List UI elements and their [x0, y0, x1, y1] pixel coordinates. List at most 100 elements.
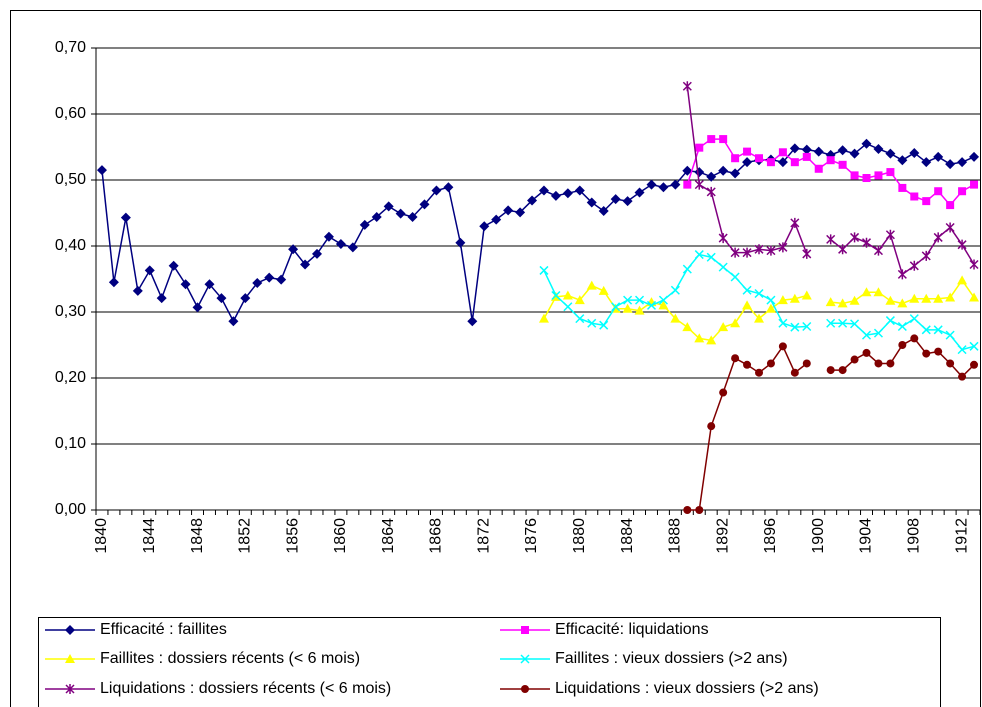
marker [789, 293, 800, 303]
marker [849, 148, 860, 159]
marker [731, 154, 740, 163]
x-tick-label: 1900 [810, 518, 827, 554]
x-tick-label: 1848 [189, 518, 206, 554]
x-tick-label: 1856 [284, 518, 301, 554]
legend-marker [520, 654, 530, 664]
marker [276, 274, 287, 285]
marker [694, 179, 704, 190]
marker [683, 180, 692, 189]
marker [861, 138, 872, 149]
marker [921, 250, 931, 261]
marker [921, 293, 932, 303]
marker [719, 135, 728, 144]
marker [766, 359, 775, 368]
marker [706, 252, 716, 262]
marker [156, 293, 167, 304]
marker [945, 222, 955, 233]
marker [743, 360, 752, 369]
marker [802, 248, 812, 259]
marker [766, 245, 776, 256]
marker [933, 325, 943, 335]
marker [873, 143, 884, 154]
marker [574, 295, 585, 305]
marker [646, 300, 657, 310]
marker [850, 171, 859, 180]
marker [885, 316, 895, 326]
legend-label: Faillites : vieux dossiers (>2 ans) [555, 650, 788, 667]
marker [96, 165, 107, 176]
marker [682, 264, 692, 274]
marker [946, 359, 955, 368]
marker [766, 295, 776, 305]
legend-marker [65, 684, 75, 694]
marker [695, 143, 704, 152]
series [538, 275, 980, 345]
marker [909, 293, 920, 303]
marker [168, 260, 179, 271]
marker [204, 279, 215, 290]
marker [874, 171, 883, 180]
marker [718, 233, 728, 244]
marker [862, 348, 871, 357]
marker [790, 217, 800, 228]
marker [790, 322, 800, 332]
marker [897, 321, 907, 332]
y-tick-label: 0,10 [55, 435, 86, 452]
series [683, 334, 979, 514]
marker [910, 192, 919, 201]
marker [538, 313, 549, 323]
marker [120, 212, 131, 223]
marker [108, 277, 119, 288]
marker [837, 298, 848, 308]
x-tick-label: 1864 [380, 518, 397, 554]
marker [731, 354, 740, 363]
marker [371, 211, 382, 222]
y-tick-label: 0,60 [55, 105, 86, 122]
marker [897, 155, 908, 166]
marker [658, 182, 669, 193]
marker [598, 206, 609, 217]
marker [407, 211, 418, 222]
marker [897, 269, 907, 280]
marker [838, 160, 847, 169]
y-tick-label: 0,00 [55, 501, 86, 518]
marker [706, 171, 717, 182]
x-tick-label: 1904 [858, 518, 875, 554]
marker [837, 145, 848, 156]
marker [730, 318, 741, 328]
marker [909, 314, 919, 324]
marker [706, 335, 717, 345]
marker [957, 239, 967, 250]
series [96, 138, 980, 327]
legend-label: Liquidations : vieux dossiers (>2 ans) [555, 680, 819, 697]
marker [694, 250, 704, 260]
marker [743, 147, 752, 156]
marker [706, 186, 716, 197]
legend-label: Efficacité : faillites [100, 621, 227, 638]
marker [766, 158, 775, 167]
marker [790, 368, 799, 377]
marker [861, 287, 872, 297]
marker [383, 201, 394, 212]
marker [898, 183, 907, 192]
marker [826, 156, 835, 165]
marker [886, 168, 895, 177]
marker [527, 195, 538, 206]
marker [958, 372, 967, 381]
marker [611, 302, 621, 312]
marker [909, 147, 920, 158]
marker [587, 318, 597, 328]
legend-marker [65, 625, 75, 635]
marker [910, 334, 919, 343]
marker [562, 188, 573, 199]
marker [969, 341, 979, 351]
marker [873, 245, 883, 256]
marker [467, 316, 478, 327]
marker [132, 285, 143, 296]
marker [216, 293, 227, 304]
marker [598, 285, 609, 295]
marker [826, 366, 835, 375]
marker [694, 333, 705, 343]
marker [635, 295, 645, 305]
